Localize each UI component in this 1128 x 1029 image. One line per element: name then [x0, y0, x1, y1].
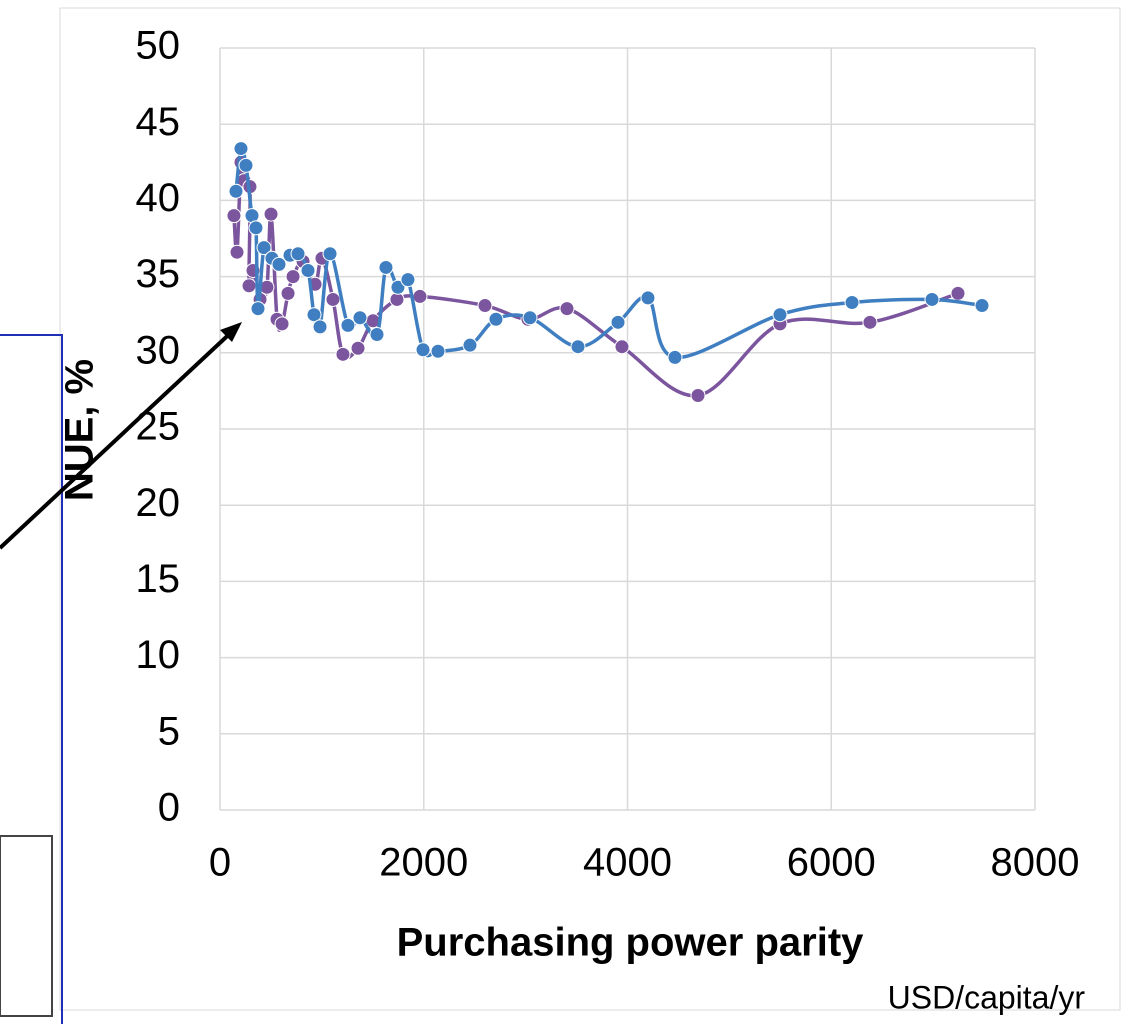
data-point: [478, 299, 492, 313]
y-tick-label: 20: [136, 481, 181, 525]
data-point: [351, 341, 365, 355]
y-tick-label: 50: [136, 24, 181, 68]
chart: 0 5 10 15 20 25 30 35 40 45 50 0 2000 4000 6000 8000 Pu…: [0, 0, 1128, 1024]
data-point: [641, 291, 655, 305]
y-tick-label: 35: [136, 252, 181, 296]
data-point: [242, 279, 256, 293]
y-tick-label: 30: [136, 328, 181, 372]
data-point: [286, 270, 300, 284]
data-point: [571, 340, 585, 354]
data-point: [463, 338, 477, 352]
data-point: [925, 292, 939, 306]
plot: [227, 142, 989, 403]
x-tick-label: 8000: [991, 841, 1080, 885]
data-point: [234, 142, 248, 156]
data-point: [611, 315, 625, 329]
data-point: [239, 158, 253, 172]
data-point: [336, 347, 350, 361]
data-point: [249, 221, 263, 235]
data-point: [291, 247, 305, 261]
y-tick-label: 5: [158, 709, 180, 753]
data-point: [281, 286, 295, 300]
y-tick-label: 15: [136, 557, 181, 601]
data-point: [230, 245, 244, 259]
x-axis-unit: USD/capita/yr: [888, 979, 1086, 1015]
data-point: [615, 340, 629, 354]
data-point: [401, 273, 415, 287]
inset-image: [0, 836, 52, 1016]
data-point: [773, 308, 787, 322]
y-tick-label: 45: [136, 100, 181, 144]
data-point: [863, 315, 877, 329]
data-point: [431, 344, 445, 358]
x-axis-title: Purchasing power parity: [397, 921, 865, 965]
y-tick-label: 25: [136, 405, 181, 449]
data-point: [413, 289, 427, 303]
data-point: [951, 286, 965, 300]
data-point: [379, 260, 393, 274]
data-point: [229, 184, 243, 198]
data-point: [416, 343, 430, 357]
data-point: [227, 209, 241, 223]
data-point: [323, 247, 337, 261]
data-point: [523, 311, 537, 325]
y-tick-label: 0: [158, 786, 180, 830]
data-point: [845, 296, 859, 310]
data-point: [975, 299, 989, 313]
x-tick-label: 6000: [787, 841, 876, 885]
x-tick-label: 0: [209, 841, 231, 885]
data-point: [264, 207, 278, 221]
data-point: [326, 292, 340, 306]
data-point: [668, 350, 682, 364]
data-point: [353, 311, 367, 325]
data-point: [251, 302, 265, 316]
data-point: [691, 388, 705, 402]
data-point: [370, 328, 384, 342]
data-point: [275, 317, 289, 331]
y-tick-label: 10: [136, 633, 181, 677]
page: {"chart_data": {"type": "line", "x_label…: [0, 0, 1128, 1024]
data-point: [313, 320, 327, 334]
data-point: [489, 312, 503, 326]
arrow: [0, 326, 238, 548]
y-axis-title: NUE, %: [58, 359, 102, 501]
data-point: [560, 302, 574, 316]
data-point: [341, 318, 355, 332]
data-point: [301, 264, 315, 278]
grid: 0 5 10 15 20 25 30 35 40 45 50 0 2000 4000 6000 8000: [136, 24, 1080, 885]
y-tick-label: 40: [136, 176, 181, 220]
x-tick-label: 2000: [379, 841, 468, 885]
x-tick-label: 4000: [583, 841, 672, 885]
